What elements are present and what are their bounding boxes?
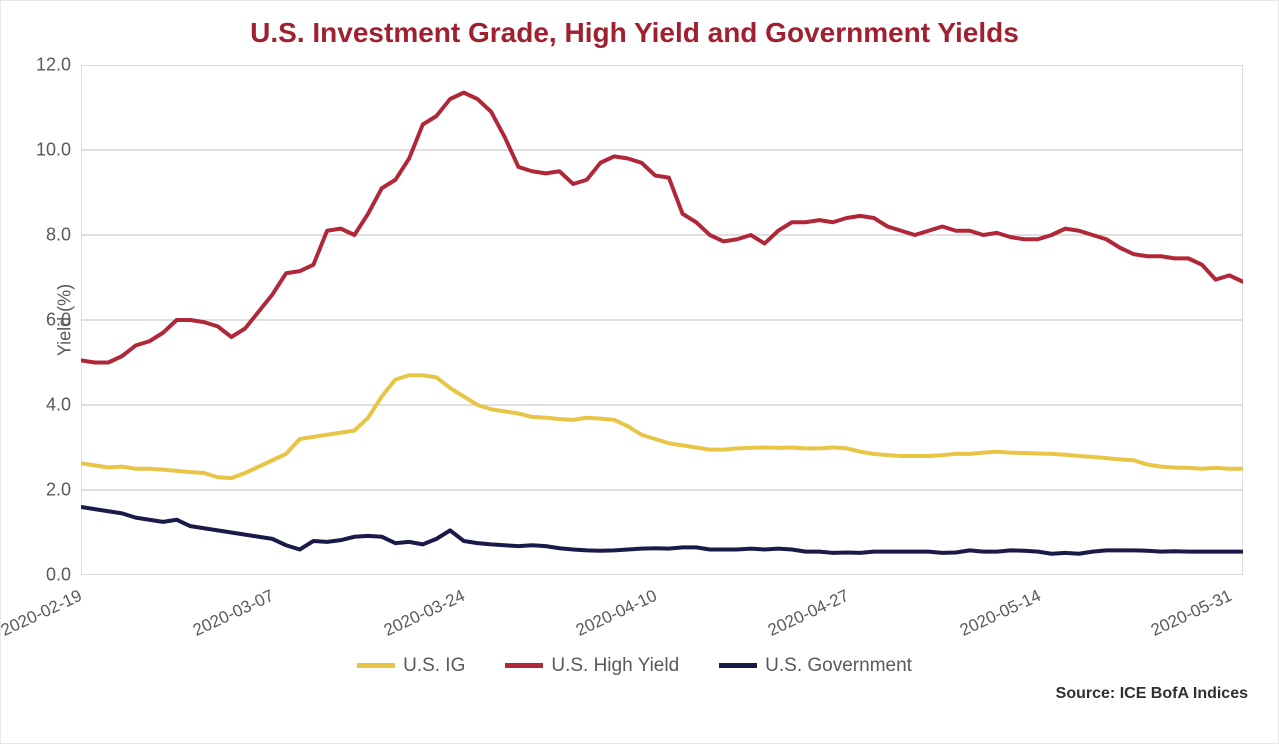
legend-label: U.S. IG [403, 655, 465, 677]
series-line [81, 375, 1243, 478]
legend-label: U.S. Government [765, 655, 912, 677]
y-tick: 10.0 [36, 139, 71, 160]
y-tick: 2.0 [46, 479, 71, 500]
legend: U.S. IG U.S. High Yield U.S. Government [11, 655, 1258, 677]
x-tick: 2020-04-10 [573, 586, 660, 641]
x-tick: 2020-05-31 [1148, 586, 1235, 641]
x-tick: 2020-04-27 [765, 586, 852, 641]
legend-item: U.S. IG [357, 655, 465, 677]
y-tick: 6.0 [46, 309, 71, 330]
line-chart-svg [81, 65, 1243, 575]
legend-swatch [719, 663, 757, 668]
series-line [81, 507, 1243, 554]
x-tick: 2020-03-07 [190, 586, 277, 641]
series-line [81, 92, 1243, 362]
chart-container: U.S. Investment Grade, High Yield and Go… [0, 0, 1279, 744]
x-tick: 2020-02-19 [0, 586, 85, 641]
legend-label: U.S. High Yield [551, 655, 679, 677]
chart-title: U.S. Investment Grade, High Yield and Go… [11, 16, 1258, 50]
y-tick: 4.0 [46, 394, 71, 415]
x-tick: 2020-03-24 [381, 586, 468, 641]
source-text: Source: ICE BofA Indices [11, 685, 1248, 703]
x-tick: 2020-05-14 [957, 586, 1044, 641]
legend-swatch [505, 663, 543, 668]
x-tick-labels: 2020-02-192020-03-072020-03-242020-04-10… [81, 575, 1243, 625]
legend-item: U.S. High Yield [505, 655, 679, 677]
y-tick: 12.0 [36, 54, 71, 75]
y-tick: 0.0 [46, 564, 71, 585]
legend-item: U.S. Government [719, 655, 912, 677]
plot-area: Yield (%) 0.02.04.06.08.010.012.0 [81, 65, 1243, 575]
legend-swatch [357, 663, 395, 668]
y-tick: 8.0 [46, 224, 71, 245]
